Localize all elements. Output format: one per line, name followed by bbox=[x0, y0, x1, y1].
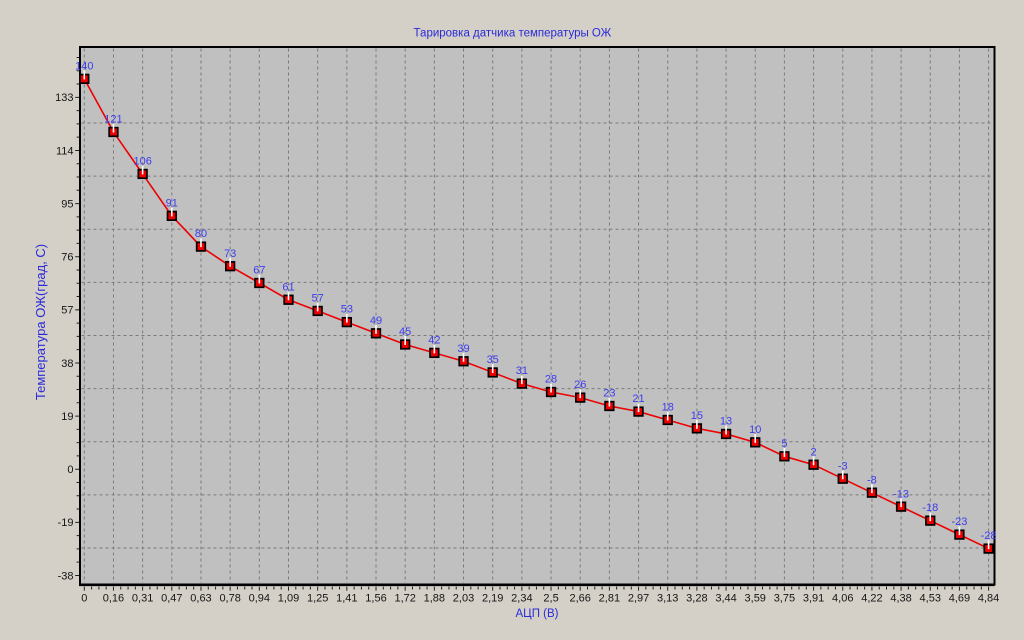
svg-text:19: 19 bbox=[61, 411, 73, 423]
svg-text:80: 80 bbox=[195, 228, 207, 240]
svg-text:35: 35 bbox=[487, 354, 499, 366]
svg-text:3,91: 3,91 bbox=[803, 593, 824, 605]
svg-text:4,38: 4,38 bbox=[890, 593, 911, 605]
svg-text:121: 121 bbox=[104, 114, 122, 126]
svg-text:57: 57 bbox=[312, 293, 324, 305]
svg-text:2,19: 2,19 bbox=[482, 593, 503, 605]
svg-text:3,28: 3,28 bbox=[686, 593, 707, 605]
svg-text:39: 39 bbox=[457, 343, 469, 355]
svg-text:95: 95 bbox=[61, 198, 73, 210]
svg-text:0,94: 0,94 bbox=[249, 593, 270, 605]
svg-text:1,25: 1,25 bbox=[307, 593, 328, 605]
svg-text:4,84: 4,84 bbox=[978, 593, 999, 605]
svg-text:18: 18 bbox=[662, 402, 674, 414]
svg-text:57: 57 bbox=[61, 305, 73, 317]
svg-text:73: 73 bbox=[224, 248, 236, 260]
svg-text:-3: -3 bbox=[838, 460, 848, 472]
svg-text:-18: -18 bbox=[922, 502, 938, 514]
svg-text:2,66: 2,66 bbox=[569, 593, 590, 605]
svg-text:3,75: 3,75 bbox=[774, 593, 795, 605]
svg-text:4,53: 4,53 bbox=[920, 593, 941, 605]
svg-text:2,97: 2,97 bbox=[628, 593, 649, 605]
svg-text:-28: -28 bbox=[981, 530, 997, 542]
svg-text:1,72: 1,72 bbox=[394, 593, 415, 605]
svg-text:1,41: 1,41 bbox=[336, 593, 357, 605]
svg-text:2: 2 bbox=[811, 446, 817, 458]
svg-text:-38: -38 bbox=[58, 570, 74, 582]
svg-text:31: 31 bbox=[516, 365, 528, 377]
svg-text:Температура ОЖ(град, С): Температура ОЖ(град, С) bbox=[33, 244, 48, 400]
svg-text:3,13: 3,13 bbox=[657, 593, 678, 605]
svg-text:-23: -23 bbox=[951, 516, 967, 528]
svg-text:91: 91 bbox=[166, 197, 178, 209]
svg-text:106: 106 bbox=[133, 156, 151, 168]
svg-text:0: 0 bbox=[67, 464, 73, 476]
svg-text:61: 61 bbox=[282, 281, 294, 293]
svg-text:76: 76 bbox=[61, 252, 73, 264]
svg-text:13: 13 bbox=[720, 416, 732, 428]
svg-text:1,09: 1,09 bbox=[278, 593, 299, 605]
svg-text:28: 28 bbox=[545, 374, 557, 386]
svg-text:38: 38 bbox=[61, 358, 73, 370]
svg-text:3,44: 3,44 bbox=[715, 593, 736, 605]
svg-text:-19: -19 bbox=[58, 517, 74, 529]
svg-text:53: 53 bbox=[341, 304, 353, 316]
svg-text:23: 23 bbox=[603, 388, 615, 400]
svg-text:1,56: 1,56 bbox=[365, 593, 386, 605]
svg-text:-13: -13 bbox=[893, 488, 909, 500]
svg-text:4,69: 4,69 bbox=[949, 593, 970, 605]
svg-text:АЦП (В): АЦП (В) bbox=[516, 608, 559, 620]
svg-text:133: 133 bbox=[55, 92, 73, 104]
svg-text:0: 0 bbox=[81, 593, 87, 605]
svg-text:5: 5 bbox=[781, 438, 787, 450]
svg-text:114: 114 bbox=[56, 145, 74, 157]
svg-text:2,03: 2,03 bbox=[453, 593, 474, 605]
svg-text:140: 140 bbox=[75, 60, 93, 72]
svg-text:45: 45 bbox=[399, 326, 411, 338]
svg-text:4,06: 4,06 bbox=[832, 593, 853, 605]
svg-text:0,78: 0,78 bbox=[219, 593, 240, 605]
svg-text:1,88: 1,88 bbox=[424, 593, 445, 605]
svg-text:15: 15 bbox=[691, 410, 703, 422]
svg-text:3,59: 3,59 bbox=[745, 593, 766, 605]
svg-text:26: 26 bbox=[574, 379, 586, 391]
svg-text:42: 42 bbox=[428, 334, 440, 346]
svg-text:21: 21 bbox=[632, 393, 644, 405]
svg-text:-8: -8 bbox=[867, 474, 877, 486]
svg-text:4,22: 4,22 bbox=[861, 593, 882, 605]
svg-text:2,81: 2,81 bbox=[599, 593, 620, 605]
svg-text:10: 10 bbox=[749, 424, 761, 436]
svg-text:67: 67 bbox=[253, 265, 265, 277]
svg-text:Тарировка датчика температуры: Тарировка датчика температуры ОЖ bbox=[414, 27, 612, 39]
svg-text:0,63: 0,63 bbox=[190, 593, 211, 605]
svg-text:2,5: 2,5 bbox=[543, 593, 558, 605]
svg-text:0,31: 0,31 bbox=[132, 593, 153, 605]
svg-text:2,34: 2,34 bbox=[511, 593, 532, 605]
svg-text:49: 49 bbox=[370, 315, 382, 327]
svg-text:0,47: 0,47 bbox=[161, 593, 182, 605]
svg-text:0,16: 0,16 bbox=[103, 593, 124, 605]
